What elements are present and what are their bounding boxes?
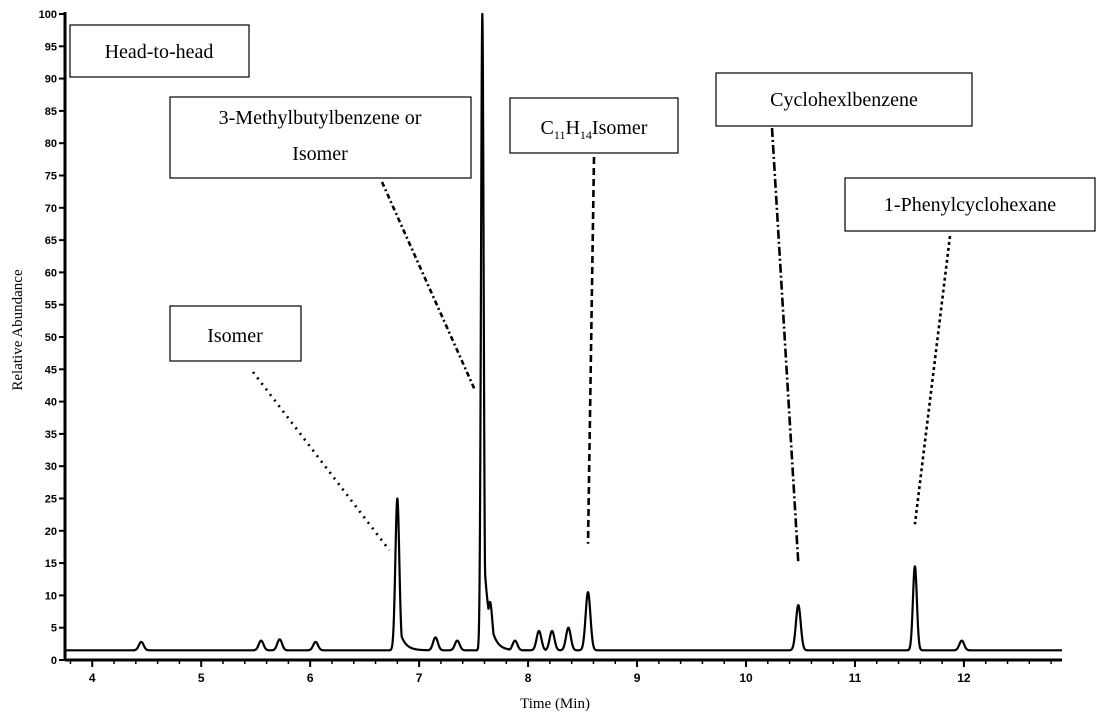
- label-box: [169, 305, 302, 362]
- peak-apex: [551, 630, 553, 632]
- leader-line: [380, 181, 476, 390]
- x-tick-label: 9: [634, 671, 641, 685]
- y-tick-label: 60: [45, 267, 57, 279]
- peak-apex: [456, 639, 459, 642]
- peak-apex: [538, 630, 540, 632]
- y-tick-label: 25: [45, 494, 57, 506]
- y-tick-label: 65: [45, 235, 57, 247]
- x-tick-label: 5: [198, 671, 205, 685]
- label-c11h14-isomer: C11H14Isomer: [509, 97, 679, 154]
- y-tick-label: 30: [45, 461, 57, 473]
- x-tick-group: 4 5 6 7 8 9 10 11 12: [69, 660, 1052, 685]
- y-tick-label: 100: [39, 9, 57, 21]
- label-text: Cyclohexlbenzene: [770, 89, 918, 111]
- leader-line: [251, 371, 391, 551]
- peak-apex: [140, 641, 143, 643]
- y-axis-title: Relative Abundance: [10, 269, 26, 391]
- x-tick-label: 7: [416, 671, 423, 685]
- x-axis-title: Time (Min): [520, 696, 590, 712]
- peak-apex: [514, 639, 516, 642]
- label-text: Head-to-head: [105, 41, 214, 63]
- y-tick-label: 75: [45, 171, 57, 183]
- y-tick-label: 45: [45, 364, 57, 376]
- label-text-line-2: Isomer: [292, 143, 348, 165]
- x-tick-label: 10: [739, 671, 753, 685]
- label-text: C11H14Isomer: [541, 117, 648, 142]
- peak-apex: [260, 639, 262, 642]
- label-text-line-1: 3-Methylbutylbenzene or: [219, 107, 422, 129]
- label-isomer: Isomer: [169, 305, 302, 362]
- leader-line: [586, 156, 596, 544]
- y-tick-label: 90: [45, 74, 57, 86]
- peak-apex: [434, 636, 437, 639]
- y-tick-label: 5: [51, 623, 57, 635]
- peak-apex: [481, 13, 484, 15]
- y-tick-label: 15: [45, 558, 57, 570]
- x-tick-label: 11: [849, 671, 862, 685]
- y-tick-label: 80: [45, 138, 57, 150]
- x-tick-label: 8: [525, 671, 532, 685]
- y-tick-group: 0 5 10 15 20 25 30 35 40 45 50 55 60 65 70 75 80 85 90 95 10…: [39, 9, 65, 667]
- peak-apex: [914, 565, 916, 568]
- y-tick-label: 70: [45, 203, 57, 215]
- label-box: [715, 72, 973, 127]
- label-phenylcyclohexane: 1-Phenylcyclohexane: [844, 177, 1096, 232]
- label-text: Isomer: [207, 325, 263, 347]
- leader-line: [913, 235, 952, 525]
- y-tick-label: 40: [45, 397, 57, 409]
- label-cyclohexlbenzene: Cyclohexlbenzene: [715, 72, 973, 127]
- label-text: 1-Phenylcyclohexane: [884, 194, 1056, 216]
- y-tick-label: 20: [45, 526, 57, 538]
- x-tick-label: 6: [307, 671, 314, 685]
- label-box: [169, 96, 472, 179]
- y-tick-label: 50: [45, 332, 57, 344]
- label-methylbutylbenzene: 3-Methylbutylbenzene or Isomer: [169, 96, 472, 179]
- chromatogram-trace: [64, 12, 1063, 652]
- x-tick-label: 12: [957, 671, 971, 685]
- y-tick-label: 0: [51, 655, 57, 667]
- label-box: [844, 177, 1096, 232]
- y-tick-label: 35: [45, 429, 57, 441]
- y-tick-label: 10: [45, 590, 57, 602]
- leader-line: [770, 127, 800, 564]
- peak-apex: [278, 638, 281, 641]
- peak-apex: [396, 497, 399, 500]
- peak-apex: [960, 639, 963, 642]
- peak-apex: [567, 626, 570, 629]
- leader-lines: [251, 127, 952, 564]
- y-tick-label: 95: [45, 41, 57, 53]
- peak-group: [140, 13, 963, 643]
- peak-apex: [314, 641, 317, 643]
- label-box: [69, 24, 250, 78]
- peak-apex: [489, 601, 491, 603]
- x-tick-label: 4: [89, 671, 96, 685]
- label-head-to-head: Head-to-head: [69, 24, 250, 78]
- label-box: [509, 97, 679, 154]
- peak-apex: [587, 591, 589, 593]
- y-tick-label: 85: [45, 106, 57, 118]
- peak-apex: [797, 604, 800, 606]
- y-tick-label: 55: [45, 300, 57, 312]
